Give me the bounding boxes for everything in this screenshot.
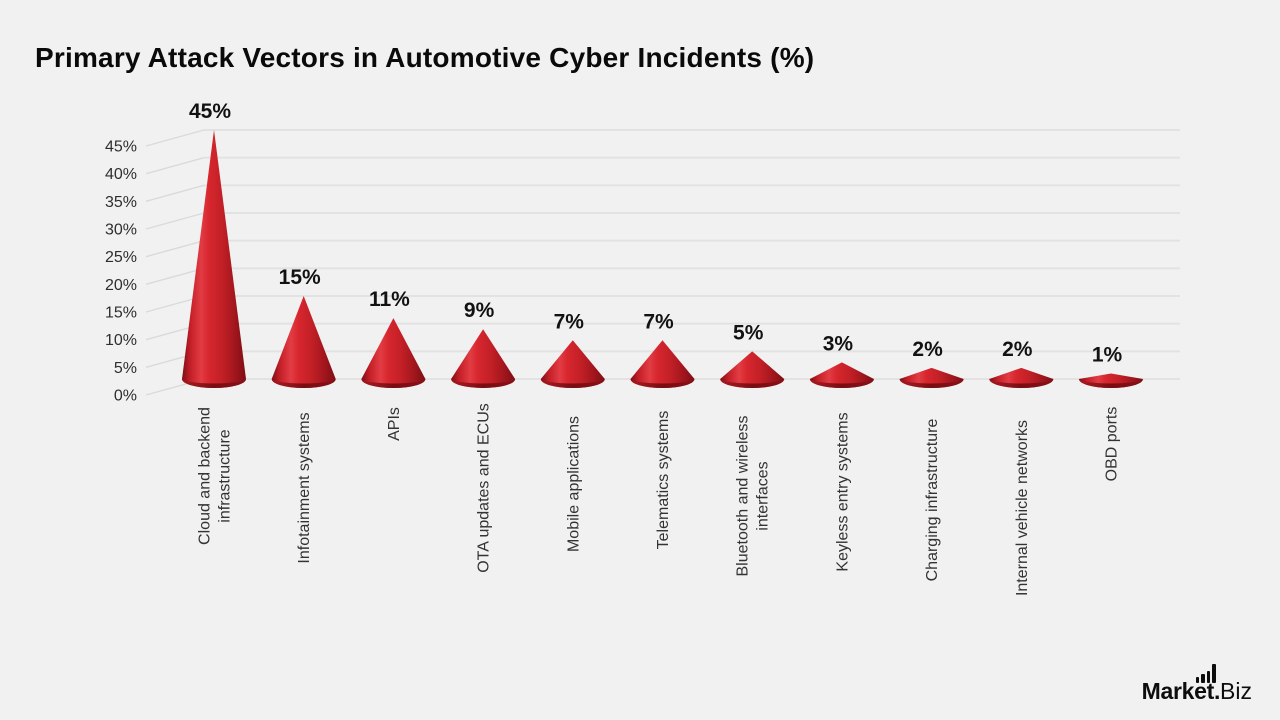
bar-chart-icon xyxy=(1195,664,1216,683)
cone-base-rim xyxy=(630,379,695,388)
cone-bar xyxy=(361,318,426,388)
cone-base-rim xyxy=(989,379,1054,389)
y-tick-label: 5% xyxy=(114,360,137,377)
cone-bar xyxy=(451,329,516,388)
gridline-diagonal xyxy=(145,239,205,258)
cone-bar xyxy=(809,362,874,388)
category-label: infrastructure xyxy=(217,429,234,522)
category-label: Keyless entry systems xyxy=(834,412,851,571)
cone-base-rim xyxy=(1079,379,1143,388)
cone-bar xyxy=(630,340,695,388)
y-tick-label: 30% xyxy=(105,221,137,238)
gridline-diagonal xyxy=(145,184,205,203)
cone-bar xyxy=(182,129,246,388)
category-label: OTA updates and ECUs xyxy=(476,403,493,573)
y-tick-label: 35% xyxy=(105,194,137,211)
cone-base-rim xyxy=(182,379,246,388)
cone-bar xyxy=(720,351,785,388)
y-tick-label: 20% xyxy=(105,277,137,294)
value-label: 2% xyxy=(1002,338,1033,361)
y-tick-label: 40% xyxy=(105,166,137,183)
y-tick-label: 10% xyxy=(105,332,137,349)
logo-text: Market.Biz xyxy=(1142,664,1252,704)
cone-base-rim xyxy=(720,379,785,388)
cone-base-rim xyxy=(271,379,336,388)
cone-base-rim xyxy=(361,379,426,388)
y-tick-label: 15% xyxy=(105,304,137,321)
y-tick-label: 25% xyxy=(105,249,137,266)
logo-biz-label: Biz xyxy=(1220,678,1252,704)
cone-base-rim xyxy=(899,379,964,388)
category-label: Telematics systems xyxy=(655,411,672,550)
market-biz-logo: Market.Biz xyxy=(1142,664,1252,704)
value-label: 15% xyxy=(279,266,321,289)
value-label: 2% xyxy=(912,338,943,361)
gridline-diagonal xyxy=(145,212,205,230)
value-label: 11% xyxy=(369,288,410,311)
gridline-diagonal xyxy=(145,267,205,286)
y-tick-label: 45% xyxy=(105,138,137,155)
value-label: 5% xyxy=(733,321,764,344)
value-label: 9% xyxy=(464,299,495,322)
value-label: 45% xyxy=(189,100,231,123)
category-label: Charging infrastructure xyxy=(924,419,941,582)
category-label: Bluetooth and wireless xyxy=(735,416,752,577)
cone-base-rim xyxy=(451,379,516,388)
cone-base-rim xyxy=(540,379,605,388)
category-label: Mobile applications xyxy=(565,416,582,552)
category-label: Internal vehicle networks xyxy=(1014,420,1031,596)
category-label: interfaces xyxy=(755,461,772,530)
value-label: 7% xyxy=(643,310,674,333)
cone-bar xyxy=(540,340,605,388)
chart-title: Primary Attack Vectors in Automotive Cyb… xyxy=(35,42,815,73)
y-tick-label: 0% xyxy=(114,388,137,405)
value-label: 3% xyxy=(823,332,854,355)
category-label: Cloud and backend xyxy=(197,407,214,545)
value-label: 7% xyxy=(554,310,585,333)
value-label: 1% xyxy=(1092,343,1123,366)
category-label: Infotainment systems xyxy=(296,412,313,563)
cone-bar xyxy=(271,295,336,388)
gridline-diagonal xyxy=(145,129,205,147)
cone-base-rim xyxy=(809,379,874,388)
category-label: APIs xyxy=(386,407,403,441)
gridline-diagonal xyxy=(145,156,205,175)
category-label: OBD ports xyxy=(1104,407,1121,482)
